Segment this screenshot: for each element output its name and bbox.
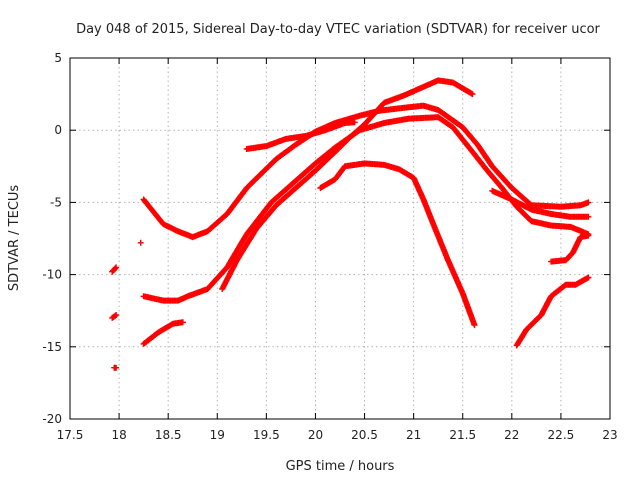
data-point-marker: [585, 274, 592, 281]
x-tick-label: 18: [111, 428, 126, 442]
x-tick-label: 17.5: [57, 428, 84, 442]
data-point-marker: [585, 199, 592, 206]
series-track-e: [243, 119, 358, 152]
series-isolated-2: [109, 312, 120, 321]
data-point-marker: [351, 119, 358, 126]
plot-frame: [69, 57, 611, 420]
data-point-marker: [469, 91, 476, 98]
series-track-g: [489, 187, 592, 220]
data-point-marker: [585, 213, 592, 220]
series-isolated-4: [137, 239, 144, 246]
x-tick-label: 21: [406, 428, 421, 442]
data-point-marker: [112, 312, 119, 319]
series-isolated-1: [111, 364, 120, 371]
y-tick-label: -15: [42, 340, 62, 354]
series-track-f: [317, 160, 478, 329]
y-tick-label: -5: [50, 195, 62, 209]
series-track-i: [548, 232, 592, 265]
series-track-h: [513, 274, 592, 349]
y-tick-label: 5: [54, 51, 62, 65]
x-tick-labels: 17.5 18 18.5 19 19.5 20 20.5 21 21.5 22 22.5 23: [57, 428, 618, 442]
x-tick-label: 21.5: [449, 428, 476, 442]
x-tick-label: 18.5: [155, 428, 182, 442]
y-tick-labels: 5 0 -5 -10 -15 -20: [42, 51, 62, 426]
y-tick-label: 0: [54, 123, 62, 137]
y-tick-label: -20: [42, 412, 62, 426]
y-axis-label: SDTVAR / TECUs: [7, 185, 22, 292]
axis-ticks: [69, 57, 611, 420]
chart-title: Day 048 of 2015, Sidereal Day-to-day VTE…: [76, 22, 600, 37]
x-tick-label: 20.5: [351, 428, 378, 442]
data-point-marker: [113, 312, 120, 318]
data-point-marker: [471, 322, 478, 329]
x-tick-label: 23: [602, 428, 617, 442]
series-isolated-3: [109, 264, 120, 275]
x-tick-label: 22.5: [548, 428, 575, 442]
data-point-marker: [113, 364, 120, 371]
x-axis-label: GPS time / hours: [286, 459, 395, 474]
data-markers: [109, 77, 592, 371]
x-tick-label: 20: [308, 428, 323, 442]
x-tick-label: 22: [504, 428, 519, 442]
series-track-c: [140, 319, 186, 347]
x-tick-label: 19.5: [253, 428, 280, 442]
data-point-marker: [179, 319, 186, 326]
series-track-d: [219, 77, 476, 292]
data-point-marker: [585, 232, 592, 239]
x-tick-label: 19: [210, 428, 225, 442]
y-tick-label: -10: [42, 268, 62, 282]
series-track-b: [140, 114, 592, 304]
data-point-marker: [113, 264, 120, 271]
data-point-marker: [137, 239, 144, 246]
